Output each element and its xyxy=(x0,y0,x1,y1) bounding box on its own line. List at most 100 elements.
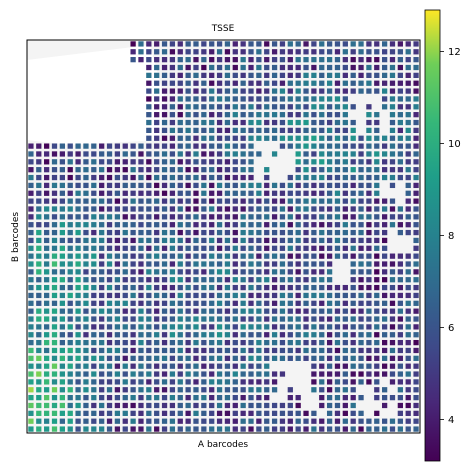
heatmap-cell xyxy=(264,324,270,330)
heatmap-cell xyxy=(28,300,34,306)
heatmap-cell xyxy=(169,363,176,369)
heatmap-cell xyxy=(334,104,341,110)
heatmap-cell xyxy=(114,316,121,322)
heatmap-cell xyxy=(311,206,317,212)
heatmap-cell xyxy=(303,64,309,71)
heatmap-cell xyxy=(146,308,152,314)
heatmap-cell xyxy=(75,379,81,385)
heatmap-cell xyxy=(201,151,207,157)
heatmap-cell xyxy=(36,347,42,354)
heatmap-cell xyxy=(44,316,50,322)
heatmap-cell xyxy=(279,355,286,361)
heatmap-cell xyxy=(44,269,50,275)
heatmap-cell xyxy=(44,159,50,165)
heatmap-cell xyxy=(311,253,317,259)
heatmap-cell xyxy=(413,206,419,212)
heatmap-cell xyxy=(256,72,262,78)
heatmap-cell xyxy=(177,410,183,416)
heatmap-cell xyxy=(397,80,403,86)
heatmap-cell xyxy=(161,395,168,401)
heatmap-cell xyxy=(177,339,183,346)
heatmap-cell xyxy=(287,198,293,204)
heatmap-cell xyxy=(28,143,34,149)
heatmap-cell xyxy=(311,88,317,94)
heatmap-cell xyxy=(44,402,50,409)
heatmap-cell xyxy=(240,308,246,314)
heatmap-cell xyxy=(83,379,89,385)
heatmap-cell xyxy=(154,88,160,94)
heatmap-cell xyxy=(397,206,403,212)
heatmap-cell xyxy=(342,253,348,259)
heatmap-cell xyxy=(83,316,89,322)
heatmap-cell xyxy=(342,159,348,165)
heatmap-cell xyxy=(413,151,419,157)
heatmap-cell xyxy=(413,159,419,165)
chart-title: TSSE xyxy=(211,24,235,34)
heatmap-cell xyxy=(106,222,113,228)
heatmap-cell xyxy=(224,253,231,259)
heatmap-cell xyxy=(114,426,121,432)
heatmap-cell xyxy=(83,159,89,165)
heatmap-cell xyxy=(169,245,176,251)
heatmap-cell xyxy=(350,269,356,275)
heatmap-cell xyxy=(240,127,246,134)
heatmap-cell xyxy=(67,426,73,432)
heatmap-cell xyxy=(382,174,388,181)
heatmap-cell xyxy=(358,300,364,306)
heatmap-cell xyxy=(51,198,58,204)
heatmap-cell xyxy=(106,379,113,385)
heatmap-cell xyxy=(122,332,128,338)
heatmap-cell xyxy=(224,308,231,314)
heatmap-cell xyxy=(382,80,388,86)
heatmap-cell xyxy=(201,379,207,385)
heatmap-cell xyxy=(154,229,160,236)
heatmap-cell xyxy=(216,316,223,322)
heatmap-cell xyxy=(232,182,238,189)
heatmap-cell xyxy=(138,190,144,196)
heatmap-cell xyxy=(397,214,403,220)
heatmap-cell xyxy=(51,206,58,212)
heatmap-cell xyxy=(413,143,419,149)
heatmap-cell xyxy=(248,426,254,432)
heatmap-cell xyxy=(28,379,34,385)
heatmap-cell xyxy=(224,198,231,204)
heatmap-cell xyxy=(91,174,97,181)
heatmap-cell xyxy=(146,300,152,306)
heatmap-cell xyxy=(397,277,403,283)
heatmap-cell xyxy=(334,324,341,330)
heatmap-cell xyxy=(264,112,270,118)
heatmap-cell xyxy=(279,261,286,267)
heatmap-cell xyxy=(185,64,191,71)
heatmap-cell xyxy=(264,222,270,228)
heatmap-cell xyxy=(177,253,183,259)
heatmap-cell xyxy=(358,418,364,424)
heatmap-cell xyxy=(248,355,254,361)
heatmap-cell xyxy=(216,222,223,228)
heatmap-cell xyxy=(216,119,223,126)
heatmap-cell xyxy=(201,88,207,94)
heatmap-cell xyxy=(106,198,113,204)
heatmap-cell xyxy=(334,395,341,401)
heatmap-cell xyxy=(256,324,262,330)
heatmap-cell xyxy=(413,339,419,346)
heatmap-cell xyxy=(405,190,411,196)
heatmap-cell xyxy=(67,324,73,330)
heatmap-cell xyxy=(67,363,73,369)
heatmap-cell xyxy=(106,371,113,377)
heatmap-cell xyxy=(36,261,42,267)
heatmap-cell xyxy=(334,80,341,86)
heatmap-cell xyxy=(295,261,301,267)
heatmap-cell xyxy=(256,410,262,416)
heatmap-cell xyxy=(397,159,403,165)
heatmap-cell xyxy=(67,316,73,322)
heatmap-cell xyxy=(326,316,333,322)
heatmap-cell xyxy=(287,245,293,251)
heatmap-cell xyxy=(146,229,152,236)
heatmap-cell xyxy=(334,402,341,409)
heatmap-cell xyxy=(358,198,364,204)
heatmap-cell xyxy=(240,182,246,189)
heatmap-cell xyxy=(209,418,215,424)
heatmap-cell xyxy=(382,300,388,306)
heatmap-cell xyxy=(193,300,199,306)
heatmap-cell xyxy=(114,245,121,251)
